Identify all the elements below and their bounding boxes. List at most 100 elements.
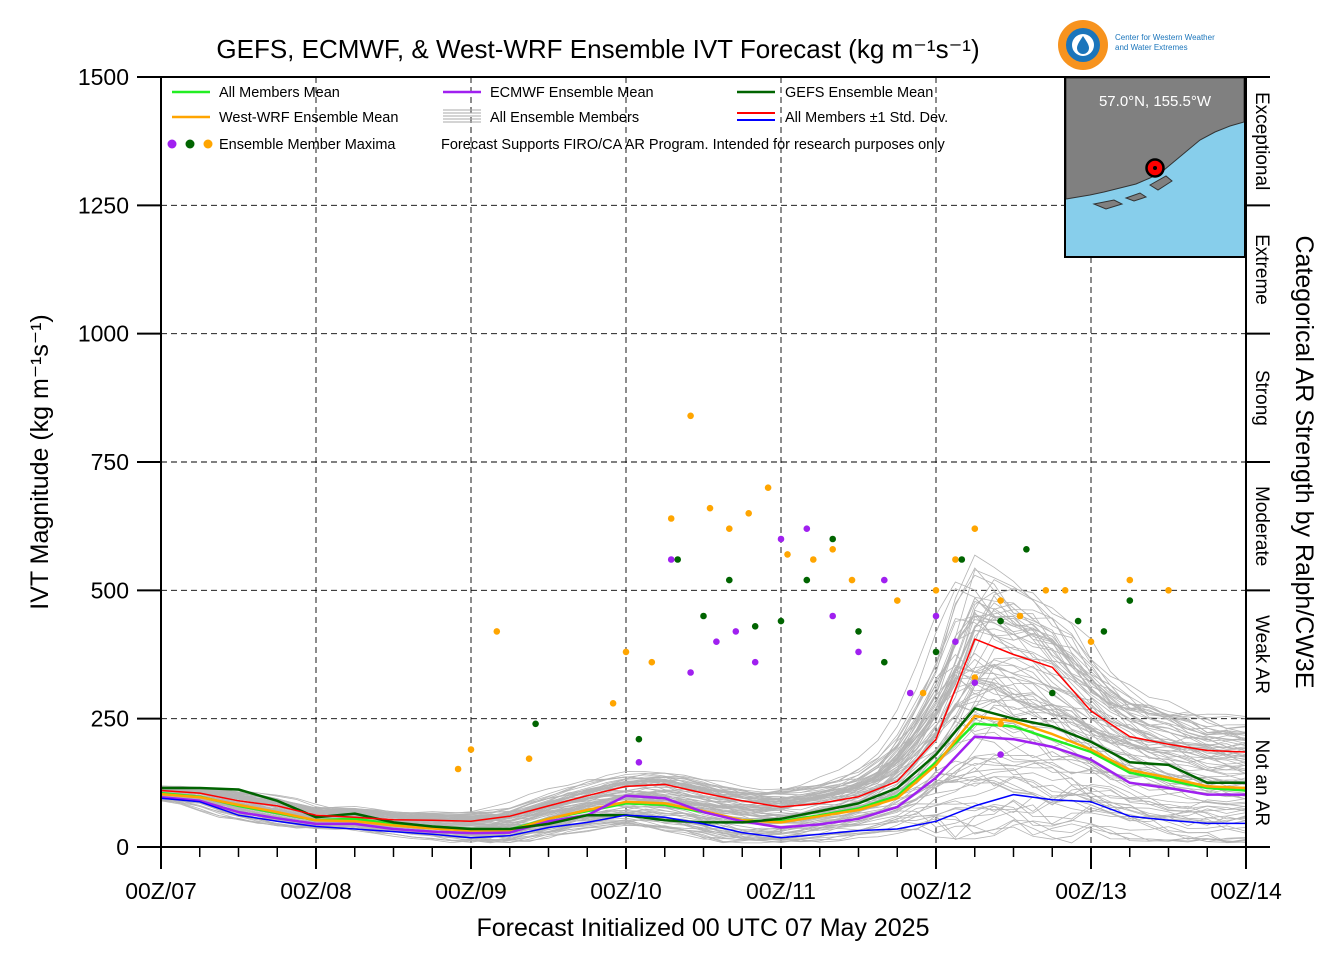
maxima-point [777, 617, 785, 625]
maxima-point [971, 525, 979, 532]
maxima-point [958, 556, 966, 563]
maxima-point [706, 504, 714, 512]
y-tick-label: 500 [91, 577, 129, 603]
x-tick-label: 00Z/07 [125, 878, 197, 904]
y-axis: 0 250 500 750 1000 1250 1500 [78, 64, 161, 860]
legend-note: Forecast Supports FIRO/CA AR Program. In… [441, 137, 945, 153]
maxima-point [622, 648, 630, 656]
cw3e-logo: Center for Western Weather and Water Ext… [1058, 20, 1215, 70]
ensemble-members [161, 554, 1246, 844]
maxima-point [855, 648, 862, 656]
category-label: Weak AR [1251, 615, 1272, 694]
inset-location-label: 57.0°N, 155.5°W [1099, 93, 1212, 110]
maxima-point [829, 535, 836, 543]
maxima-point [906, 689, 914, 697]
maxima-point [1074, 617, 1082, 625]
legend-label-wrf-mean: West-WRF Ensemble Mean [219, 110, 398, 126]
ensemble-member-line [161, 567, 1246, 815]
inset-island-2 [1124, 192, 1148, 202]
y-tick-label: 250 [91, 706, 129, 732]
ensemble-member-line [161, 796, 1246, 840]
ensemble-member-line [161, 676, 1246, 824]
logo-text-line-2: and Water Extremes [1115, 43, 1188, 52]
maxima-point [881, 658, 888, 666]
location-inset-map: 57.0°N, 155.5°W [1064, 76, 1246, 258]
maxima-point [997, 617, 1004, 625]
maxima-point [971, 674, 979, 681]
x-tick-label: 00Z/14 [1210, 878, 1282, 904]
maxima-point [932, 648, 940, 656]
x-tick-label: 00Z/09 [435, 878, 507, 904]
ensemble-member-line [161, 588, 1246, 819]
maxima-point [894, 597, 901, 604]
maxima-point [713, 638, 720, 645]
y-axis-label: IVT Magnitude (kg m⁻¹s⁻¹) [26, 314, 54, 609]
ensemble-member-line [161, 799, 1246, 844]
maxima-point [667, 556, 675, 563]
ensemble-member-line [161, 569, 1246, 814]
maxima-point [777, 535, 785, 543]
maxima-point [764, 484, 772, 492]
series-line [161, 638, 1246, 823]
maxima-point [493, 628, 501, 635]
maxima-point [971, 679, 979, 686]
maxima-point [1049, 689, 1056, 697]
x-axis-label: Forecast Initialized 00 UTC 07 May 2025 [477, 914, 930, 942]
ensemble-member-line [161, 798, 1246, 844]
maxima-point [687, 669, 694, 676]
maxima-point [467, 746, 475, 753]
maxima-point [855, 628, 862, 635]
maxima-point [997, 597, 1004, 604]
grid [161, 77, 1246, 847]
series-lines [161, 638, 1246, 839]
maxima-point [751, 658, 759, 666]
maxima-point [732, 628, 740, 635]
droplet-icon [1077, 36, 1089, 54]
legend-dot-wrf [203, 139, 213, 149]
maxima-point [1042, 587, 1050, 594]
logo-text-line-1: Center for Western Weather [1115, 33, 1215, 42]
ensemble-member-line [161, 554, 1246, 816]
legend-dot-gefs [185, 139, 195, 149]
maxima-point [700, 612, 707, 620]
maxima-point [810, 556, 817, 563]
maxima-point [803, 576, 811, 584]
maxima-point [919, 689, 927, 697]
maxima-point [726, 525, 733, 532]
x-axis: 00Z/07 00Z/08 00Z/09 00Z/10 00Z/11 00Z/12 00Z/… [125, 847, 1282, 904]
legend-label-maxima: Ensemble Member Maxima [219, 137, 396, 153]
series-line [161, 793, 1246, 839]
maxima-point [881, 576, 888, 584]
y-tick-label: 750 [91, 449, 129, 475]
legend-label-all-members: All Ensemble Members [490, 110, 639, 126]
inset-island-1 [1092, 199, 1124, 210]
x-tick-label: 00Z/08 [280, 878, 352, 904]
category-label: Moderate [1251, 486, 1272, 566]
maxima-point [1165, 587, 1172, 594]
x-tick-label: 00Z/12 [900, 878, 972, 904]
maxima-point [454, 765, 462, 773]
maxima-point [532, 720, 539, 728]
maxima-point [751, 623, 759, 630]
category-label: Exceptional [1251, 92, 1272, 190]
maxima-point [1100, 628, 1108, 635]
ensemble-member-line [161, 628, 1246, 817]
ensemble-member-line [161, 600, 1246, 818]
legend-swatch-all-members [443, 109, 481, 123]
y-tick-label: 0 [116, 834, 129, 860]
ensemble-maxima [454, 412, 1172, 773]
maxima-point [1023, 546, 1030, 553]
legend: All Members Mean ECMWF Ensemble Mean GEF… [167, 85, 948, 153]
series-line [161, 735, 1246, 835]
ensemble-member-line [161, 602, 1246, 821]
maxima-point [648, 658, 656, 666]
x-tick-label: 00Z/10 [590, 878, 662, 904]
maxima-point [674, 556, 681, 563]
maxima-point [932, 587, 940, 594]
maxima-point [635, 735, 643, 743]
maxima-point [1126, 576, 1134, 584]
maxima-point [932, 612, 940, 620]
maxima-point [1061, 587, 1069, 594]
y-tick-label: 1250 [78, 192, 129, 218]
